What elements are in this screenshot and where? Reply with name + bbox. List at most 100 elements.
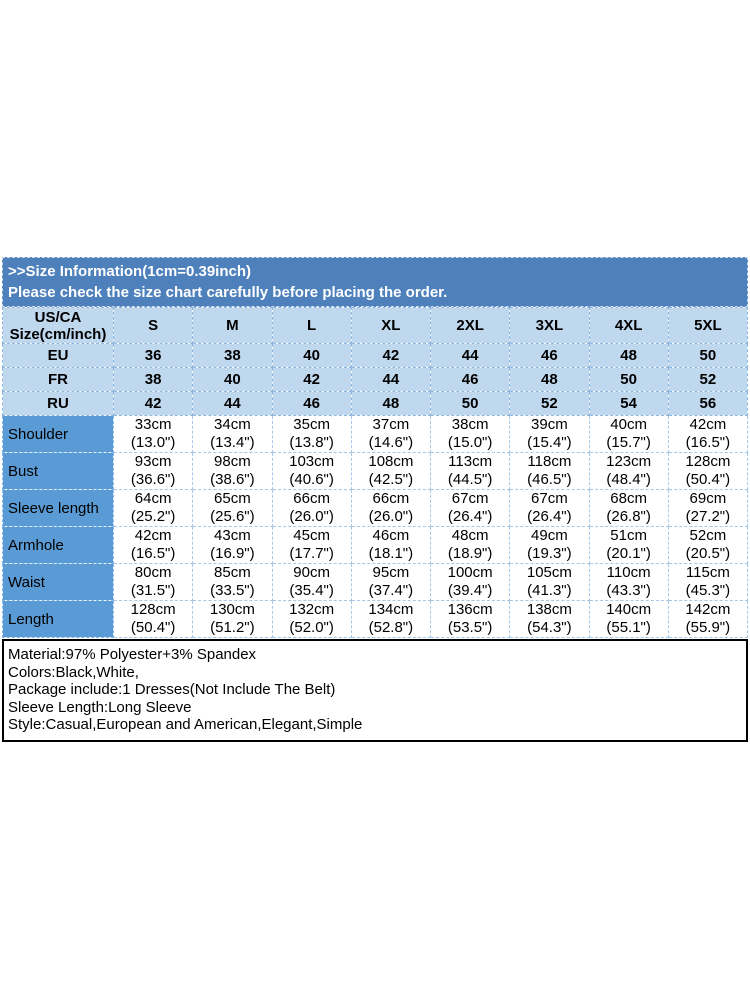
measurement-value-cell: 67cm (26.4")	[429, 489, 511, 527]
measurement-cm-value: 128cm	[130, 601, 176, 619]
region-size-value: 52	[667, 367, 749, 392]
measurement-cm-value: 110cm	[606, 564, 651, 582]
corner-header-line1: US/CA	[34, 308, 82, 326]
measurement-value-cell: 37cm (14.6")	[350, 415, 432, 453]
measurement-value-cell: 134cm (52.8")	[350, 600, 432, 638]
product-info-line: Style:Casual,European and American,Elega…	[8, 716, 363, 733]
measurement-inch-value: (27.2")	[685, 508, 731, 525]
product-info-line: Sleeve Length:Long Sleeve	[8, 698, 192, 716]
size-info-panel: >>Size Information(1cm=0.39inch) Please …	[2, 257, 749, 742]
measurement-inch-value: (26.4")	[527, 508, 572, 525]
measurement-inch-value: (26.0")	[368, 508, 414, 525]
measurement-value-cell: 80cm (31.5")	[112, 563, 194, 601]
measurement-row: Length 128cm (50.4") 130cm (51.2") 132cm (52.0…	[2, 600, 749, 638]
corner-header-line2: Size(cm/inch)	[9, 325, 107, 343]
measurement-cm-value: 67cm	[451, 490, 489, 508]
size-column-header: 2XL	[429, 307, 511, 344]
measurement-value-cell: 40cm (15.7")	[588, 415, 669, 453]
measurement-row: Armhole 42cm (16.5") 43cm (16.9") 45cm (17.7")…	[2, 526, 749, 564]
measurement-cm-value: 64cm	[134, 490, 172, 508]
measurement-value-cell: 48cm (18.9")	[429, 526, 511, 564]
measurement-row-label: Sleeve length	[2, 489, 114, 527]
region-size-value: 50	[667, 343, 749, 368]
measurement-row: Shoulder 33cm (13.0") 34cm (13.4") 35cm (13.8"…	[2, 415, 749, 453]
measurement-row: Sleeve length 64cm (25.2") 65cm (25.6") 66cm(…	[2, 489, 749, 527]
measurement-cm-value: 118cm	[527, 453, 572, 471]
measurement-inch-value: (31.5")	[130, 582, 176, 599]
region-row-label: EU	[2, 343, 114, 368]
measurement-cm-value: 42cm	[689, 416, 727, 434]
measurement-cm-value: 138cm	[526, 601, 572, 619]
measurement-inch-value: (35.4")	[289, 582, 334, 599]
measurement-cm-value: 65cm	[214, 490, 251, 508]
region-size-value: 52	[509, 391, 590, 416]
measurement-cm-value: 140cm	[606, 601, 652, 619]
size-column-header: 4XL	[588, 307, 669, 344]
measurement-inch-value: (55.9")	[685, 619, 731, 636]
size-column-header: M	[192, 307, 273, 344]
measurement-cm-value: 66cm	[372, 490, 410, 508]
region-size-value: 50	[429, 391, 511, 416]
measurement-inch-value: (15.0")	[447, 434, 493, 451]
measurement-cm-value: 43cm	[214, 527, 251, 545]
measurement-value-cell: 68cm (26.8")	[588, 489, 669, 527]
product-info-line: Colors:Black,White,	[8, 663, 139, 681]
measurement-value-cell: 130cm (51.2")	[192, 600, 273, 638]
measurement-cm-value: 134cm	[368, 601, 414, 619]
measurement-value-cell: 43cm (16.9")	[192, 526, 273, 564]
measurement-cm-value: 132cm	[289, 601, 335, 619]
size-column-header: 3XL	[509, 307, 590, 344]
measurement-value-cell: 65cm (25.6")	[192, 489, 273, 527]
measurement-value-cell: 33cm (13.0")	[112, 415, 194, 453]
measurement-inch-value: (26.4")	[447, 508, 493, 525]
measurement-value-cell: 108cm (42.5")	[350, 452, 432, 490]
measurement-inch-value: (15.4")	[527, 434, 572, 451]
measurement-value-cell: 42cm (16.5")	[667, 415, 749, 453]
measurement-cm-value: 68cm	[610, 490, 647, 508]
measurement-value-cell: 132cm (52.0")	[271, 600, 352, 638]
size-table-body: US/CA Size(cm/inch) S M L XL 2XL 3XL 4XL 5XL EU 36 3…	[2, 307, 749, 638]
measurement-cm-value: 46cm	[372, 527, 410, 545]
region-size-value: 46	[509, 343, 590, 368]
measurement-inch-value: (52.0")	[289, 619, 334, 636]
measurement-row-label: Waist	[2, 563, 114, 601]
measurement-cm-value: 90cm	[293, 564, 330, 582]
measurement-row-label: Armhole	[2, 526, 114, 564]
measurement-cm-value: 42cm	[134, 527, 172, 545]
measurement-inch-value: (33.5")	[210, 582, 255, 599]
measurement-inch-value: (53.5")	[447, 619, 493, 636]
measurement-cm-value: 93cm	[134, 453, 172, 471]
measurement-cm-value: 49cm	[531, 527, 568, 545]
measurement-inch-value: (16.5")	[130, 545, 176, 562]
size-column-header: L	[271, 307, 352, 344]
measurement-inch-value: (50.4")	[130, 619, 176, 636]
measurement-cm-value: 103cm	[289, 453, 335, 471]
product-info-line: Material:97% Polyester+3% Spandex	[8, 646, 257, 663]
measurement-row-label: Bust	[2, 452, 114, 490]
measurement-cm-value: 52cm	[689, 527, 727, 545]
measurement-value-cell: 35cm (13.8")	[271, 415, 352, 453]
measurement-value-cell: 123cm (48.4")	[588, 452, 669, 490]
measurement-cm-value: 69cm	[689, 490, 727, 508]
measurement-cm-value: 37cm	[372, 416, 410, 434]
measurement-inch-value: (40.6")	[289, 471, 334, 488]
region-size-value: 44	[429, 343, 511, 368]
measurement-inch-value: (41.3")	[527, 582, 572, 599]
measurement-cm-value: 34cm	[214, 416, 251, 434]
measurement-value-cell: 85cm (33.5")	[192, 563, 273, 601]
measurement-inch-value: (16.5")	[685, 434, 731, 451]
measurement-value-cell: 113cm (44.5")	[429, 452, 511, 490]
measurement-inch-value: (37.4")	[368, 582, 414, 599]
measurement-row-label: Length	[2, 600, 114, 638]
measurement-inch-value: (13.8")	[289, 434, 334, 451]
measurement-inch-value: (25.6")	[210, 508, 255, 525]
region-size-value: 54	[588, 391, 669, 416]
region-size-value: 48	[350, 391, 432, 416]
measurement-cm-value: 67cm	[531, 490, 568, 508]
measurement-value-cell: 34cm (13.4")	[192, 415, 273, 453]
product-info-line: Package include:1 Dresses(Not Include Th…	[8, 681, 336, 698]
region-size-value: 42	[350, 343, 432, 368]
measurement-value-cell: 140cm (55.1")	[588, 600, 669, 638]
measurement-cm-value: 105cm	[526, 564, 572, 582]
region-size-value: 50	[588, 367, 669, 392]
